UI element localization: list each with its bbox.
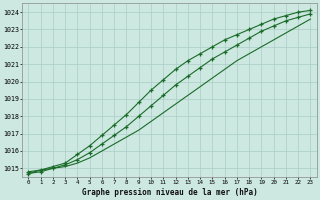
X-axis label: Graphe pression niveau de la mer (hPa): Graphe pression niveau de la mer (hPa) [82,188,257,197]
